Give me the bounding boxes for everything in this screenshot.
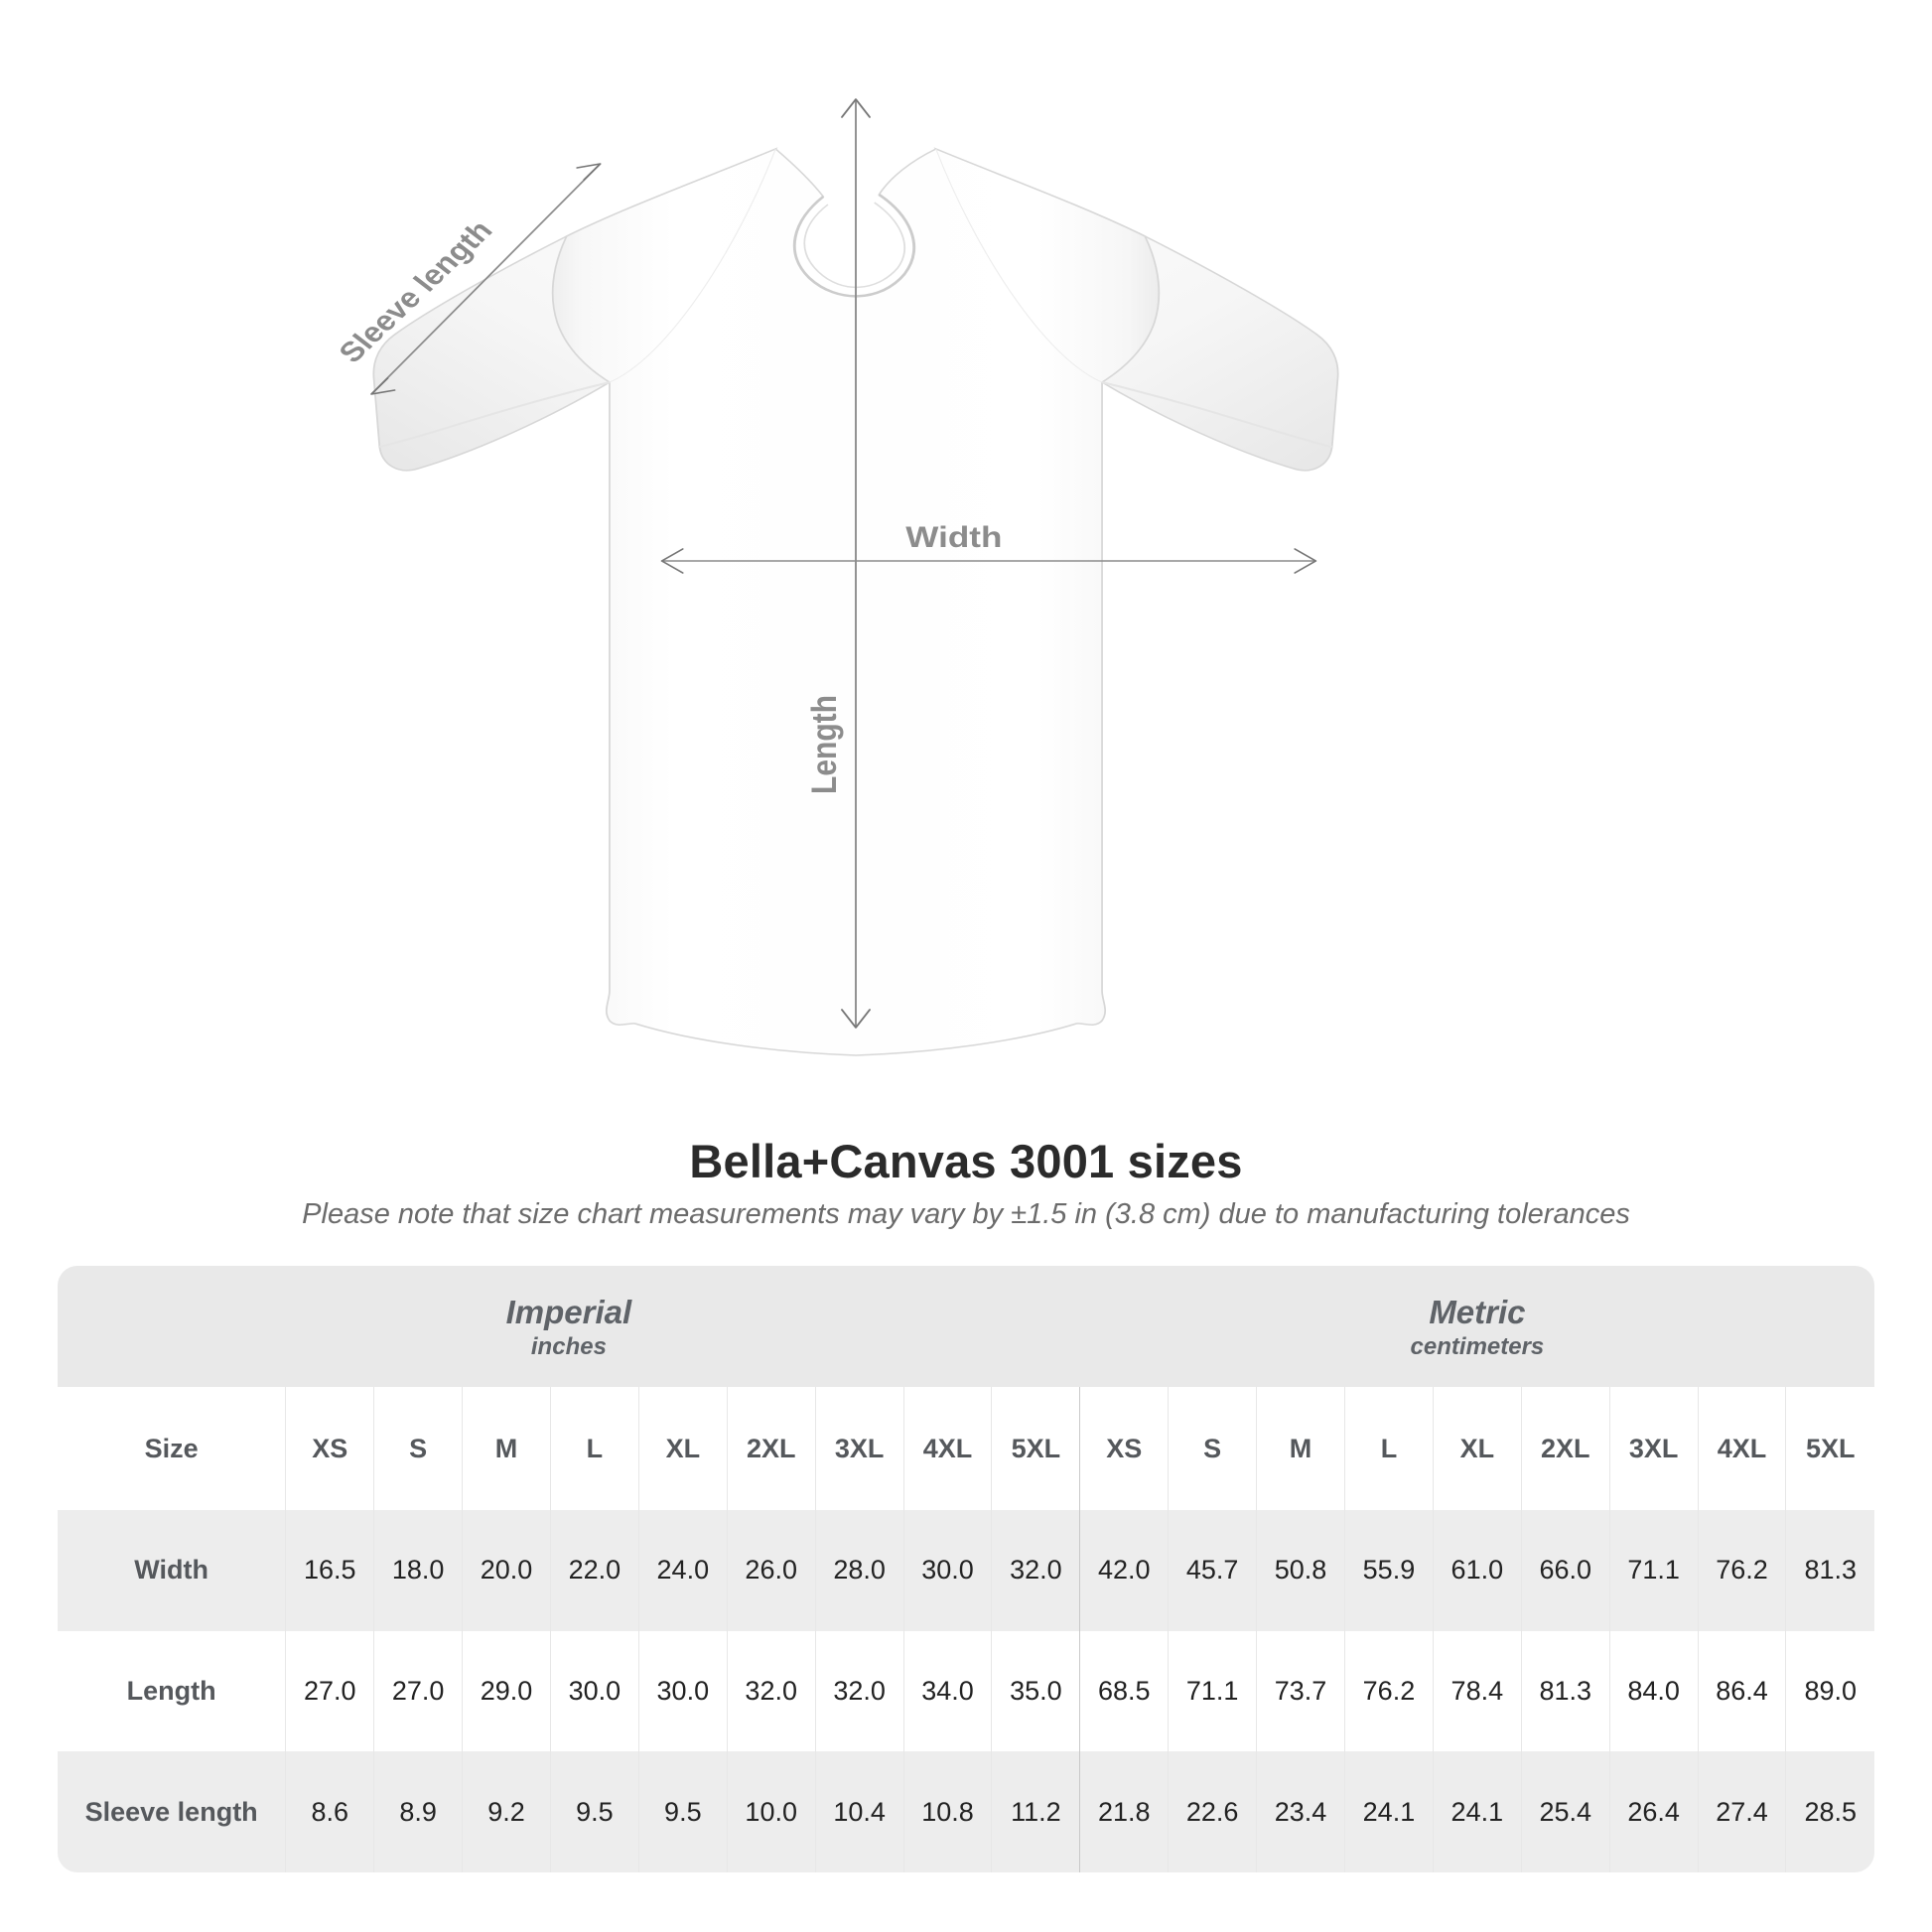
svg-text:Width: Width: [905, 519, 1002, 553]
svg-text:Length: Length: [804, 695, 844, 794]
